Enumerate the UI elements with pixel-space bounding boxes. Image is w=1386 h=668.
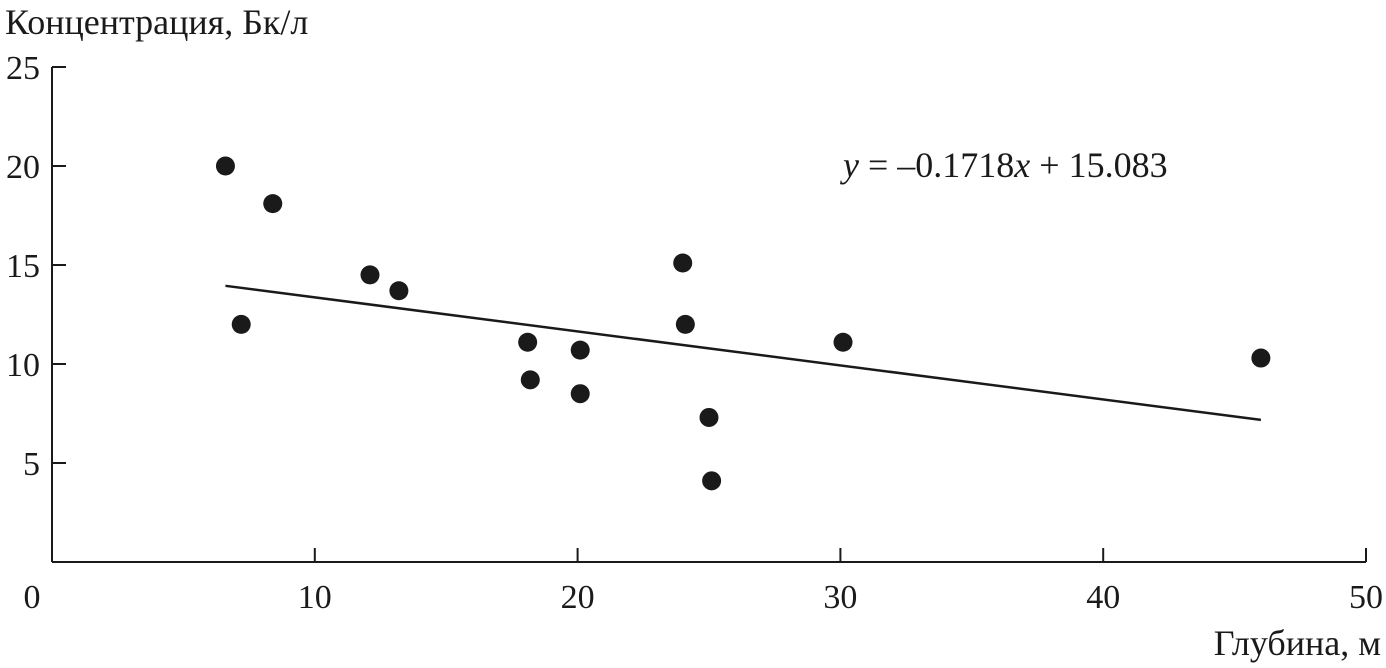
data-point — [215, 156, 235, 176]
equation-x-var: x — [1013, 145, 1030, 185]
y-tick-label: 25 — [6, 50, 40, 87]
x-tick-label: 10 — [298, 579, 332, 616]
ticks: 0 10 20 30 40 50 5 10 15 20 25 — [6, 50, 1383, 616]
y-tick-label: 20 — [6, 149, 40, 186]
data-points — [215, 156, 1271, 491]
y-tick-label: 10 — [6, 347, 40, 384]
axes — [51, 67, 1366, 563]
data-point — [520, 370, 540, 390]
x-tick-label: 20 — [561, 579, 595, 616]
data-point — [570, 384, 590, 404]
x-tick-label: 40 — [1086, 579, 1120, 616]
data-point — [231, 314, 251, 334]
data-point — [833, 332, 853, 352]
data-point — [263, 194, 283, 214]
data-point — [673, 253, 693, 273]
x-tick-label: 50 — [1349, 579, 1383, 616]
equation-middle: = –0.1718 — [859, 145, 1014, 185]
data-point — [1251, 348, 1271, 368]
data-point — [360, 265, 380, 285]
y-axis-title: Концентрация, Бк/л — [5, 2, 308, 42]
data-point — [702, 471, 722, 491]
data-point — [518, 332, 538, 352]
equation-tail: + 15.083 — [1030, 145, 1167, 185]
trendline — [225, 284, 1262, 422]
y-tick-label: 5 — [23, 446, 40, 483]
data-point — [699, 407, 719, 427]
equation-y-var: y — [840, 145, 859, 185]
x-tick-label: 30 — [823, 579, 857, 616]
data-point — [389, 281, 409, 301]
data-point — [675, 314, 695, 334]
trendline-group — [225, 284, 1262, 422]
y-tick-label: 15 — [6, 248, 40, 285]
x-axis-title: Глубина, м — [1214, 623, 1381, 663]
trendline-equation: y = –0.1718x + 15.083 — [840, 145, 1168, 185]
x-tick-label: 0 — [24, 579, 41, 616]
data-point — [570, 340, 590, 360]
